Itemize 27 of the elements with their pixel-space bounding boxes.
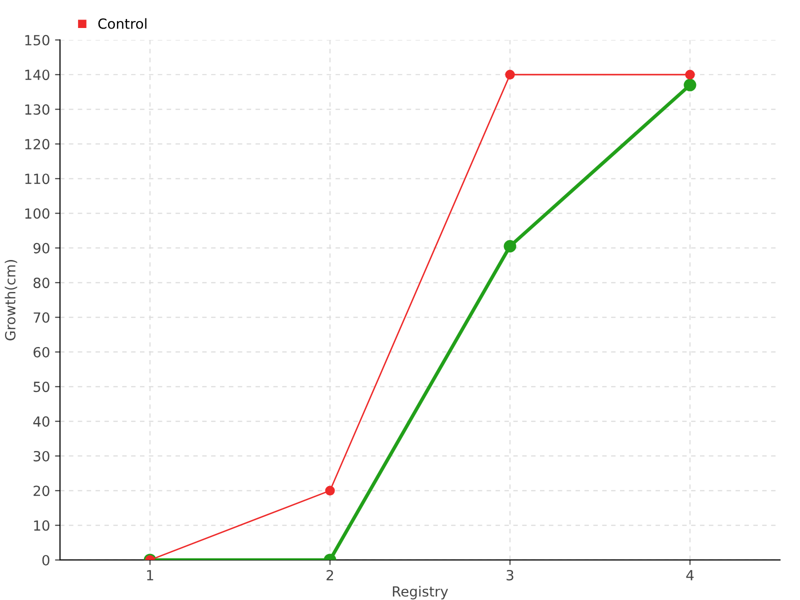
y-tick-label: 40 [33,416,50,427]
y-tick-label: 100 [25,208,50,219]
y-tick-label: 90 [33,242,50,254]
x-axis-title: Registry [392,586,448,600]
y-tick-label: 130 [25,104,50,115]
point [504,240,516,252]
point [684,78,696,92]
y-tick-label: 150 [25,34,50,46]
y-tick-label: 50 [34,382,50,392]
point [505,70,515,80]
x-tick-label: 3 [506,570,514,580]
y-tick-label: 60 [34,346,50,358]
y-tick-label: 10 [34,520,50,531]
y-tick-label: 70 [34,312,50,323]
y-tick-label: 30 [34,450,50,462]
y-tick-label: 20 [34,486,50,496]
y-tick-label: 0 [42,554,50,566]
legend-label: Control [98,18,146,29]
y-tick-label: 140 [25,70,50,80]
x-tick-label: 4 [686,570,694,580]
point [685,70,695,80]
y-tick-label: 120 [25,138,50,150]
y-tick-label: 80 [34,278,50,288]
x-tick-label: 2 [326,570,334,580]
x-tick-label: 1 [147,570,154,580]
y-axis-title: Growth(cm) [4,260,18,340]
y-tick-label: 110 [25,174,50,184]
